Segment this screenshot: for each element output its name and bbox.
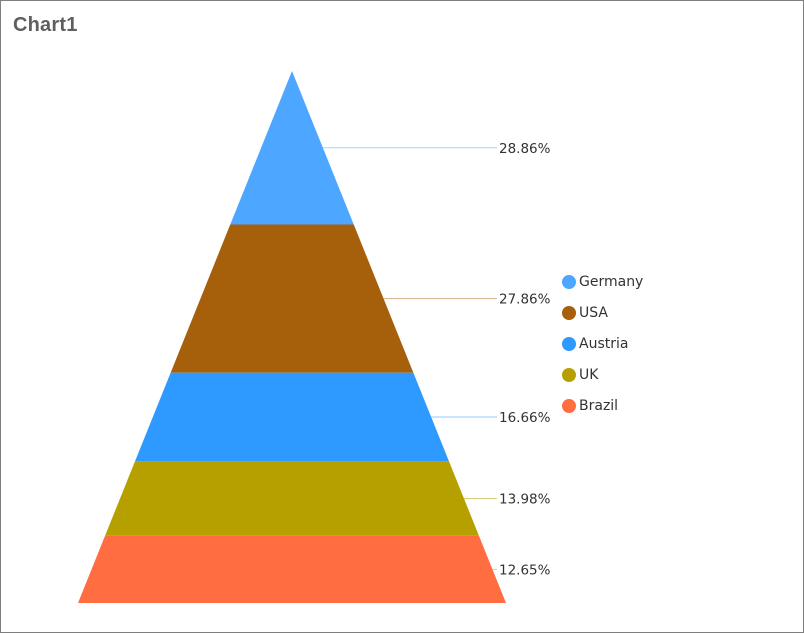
- legend-circle-icon: [562, 367, 576, 382]
- legend-item-austria[interactable]: Austria: [562, 328, 643, 359]
- legend-item-uk[interactable]: UK: [562, 359, 643, 390]
- legend-label: Austria: [579, 335, 629, 352]
- data-labels: 28.86% 27.86% 16.66% 13.98% 12.65%: [322, 141, 551, 578]
- legend: Germany USA Austria UK Brazil: [562, 266, 643, 421]
- legend-item-brazil[interactable]: Brazil: [562, 390, 643, 421]
- pyramid-segment-brazil[interactable]: [78, 535, 506, 603]
- pyramid-segment-uk[interactable]: [105, 461, 479, 536]
- legend-circle-icon: [562, 274, 576, 289]
- legend-item-germany[interactable]: Germany: [562, 266, 643, 297]
- pyramid-segments: [78, 71, 506, 603]
- data-label: 16.66%: [499, 410, 551, 426]
- legend-label: UK: [579, 366, 599, 383]
- chart-title: Chart1: [13, 14, 78, 36]
- legend-label: USA: [579, 304, 608, 321]
- legend-label: Germany: [579, 273, 644, 290]
- data-label: 27.86%: [499, 292, 551, 308]
- legend-label: Brazil: [579, 397, 619, 414]
- legend-circle-icon: [562, 398, 576, 413]
- legend-circle-icon: [562, 305, 576, 320]
- legend-item-usa[interactable]: USA: [562, 297, 643, 328]
- pyramid-segment-germany[interactable]: [230, 71, 354, 225]
- pyramid-segment-austria[interactable]: [134, 372, 450, 462]
- data-label: 28.86%: [499, 141, 551, 157]
- data-label: 12.65%: [499, 562, 551, 578]
- data-label: 13.98%: [499, 492, 551, 508]
- legend-circle-icon: [562, 336, 576, 351]
- pyramid-segment-usa[interactable]: [170, 224, 414, 373]
